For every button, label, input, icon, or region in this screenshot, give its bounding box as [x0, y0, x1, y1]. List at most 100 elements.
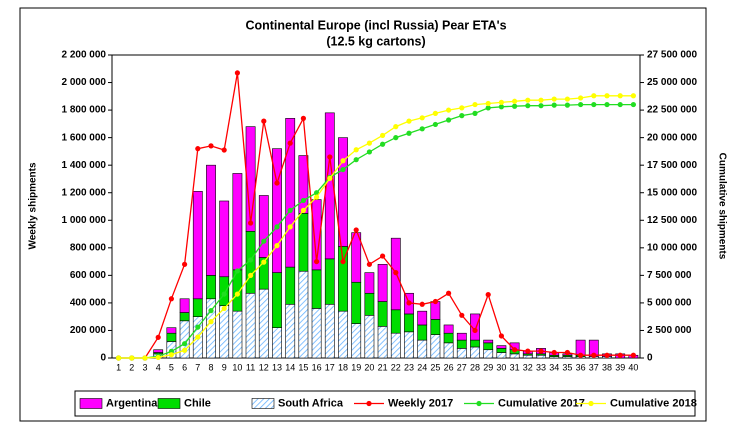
- line: [118, 103, 634, 359]
- legend-swatch: [79, 398, 103, 409]
- line-marker: [234, 268, 240, 274]
- line-marker: [564, 96, 571, 102]
- x-tick-label: 40: [628, 362, 638, 372]
- bar: [338, 246, 348, 312]
- chart-frame: [19, 7, 707, 422]
- bar: [351, 281, 362, 324]
- line-marker: [340, 166, 346, 173]
- line-marker: [591, 93, 597, 99]
- bar: [258, 195, 269, 258]
- x-tick-label: 32: [523, 362, 533, 372]
- line-marker: [617, 352, 623, 358]
- line-marker: [300, 197, 306, 204]
- y-axis-title: Weekly shipments: [28, 162, 39, 250]
- line-marker: [591, 101, 597, 108]
- x-tick-label: 37: [589, 362, 599, 372]
- line-marker: [274, 243, 280, 249]
- x-tick-label: 23: [404, 362, 414, 372]
- line-marker: [314, 258, 320, 265]
- line-marker: [248, 220, 254, 226]
- bar: [417, 324, 428, 341]
- line-marker: [551, 102, 557, 108]
- x-tick-label: 9: [222, 362, 227, 372]
- line-marker: [419, 115, 425, 121]
- line-marker: [419, 126, 425, 132]
- x-tick-label: 38: [602, 362, 612, 372]
- bar: [470, 339, 480, 348]
- line-marker: [221, 147, 227, 153]
- line-marker: [248, 272, 254, 278]
- x-tick-label: 14: [285, 362, 295, 372]
- y-tick-label: 2 200 000: [62, 50, 107, 61]
- bar: [192, 298, 203, 317]
- bar: [285, 118, 296, 268]
- line-marker: [564, 349, 571, 356]
- legend-text: Cumulative 2017: [498, 397, 585, 409]
- x-tick-label: 31: [510, 362, 520, 372]
- line-marker: [353, 157, 359, 163]
- bar: [153, 349, 164, 353]
- bar: [390, 332, 401, 359]
- line-marker: [380, 132, 386, 139]
- x-tick-label: 2: [129, 362, 134, 372]
- bar: [232, 173, 243, 271]
- line-marker: [261, 238, 267, 244]
- legend-text: Chile: [184, 397, 211, 409]
- y-tick-label: 1 600 000: [62, 132, 107, 143]
- line-marker: [511, 347, 518, 353]
- line-marker: [300, 115, 306, 121]
- line-marker: [446, 117, 452, 123]
- bar: [364, 292, 375, 316]
- bar: [443, 342, 454, 359]
- bar: [430, 301, 441, 320]
- x-tick-label: 15: [298, 362, 308, 372]
- legend-marker: [588, 400, 594, 407]
- bar: [272, 272, 282, 329]
- line-marker: [327, 175, 333, 182]
- line-marker: [406, 130, 412, 136]
- bar: [496, 352, 507, 359]
- bar: [338, 310, 348, 359]
- x-tick-label: 11: [246, 362, 255, 372]
- line-marker: [221, 305, 227, 312]
- bar: [496, 345, 507, 349]
- bar: [179, 298, 190, 313]
- bar: [483, 342, 494, 351]
- bar: [377, 264, 388, 302]
- line-marker: [208, 143, 214, 149]
- line-marker: [406, 300, 412, 306]
- line-marker: [459, 105, 465, 111]
- line-marker: [182, 347, 188, 353]
- bar: [377, 301, 388, 327]
- line-marker: [551, 349, 557, 356]
- y-tick-label: 1 000 000: [62, 215, 107, 226]
- bar: [470, 346, 480, 359]
- line: [118, 72, 634, 359]
- bar: [430, 319, 441, 335]
- x-tick-label: 26: [444, 362, 454, 372]
- x-tick-label: 24: [417, 362, 427, 372]
- line-marker: [234, 291, 240, 297]
- line-marker: [498, 333, 504, 339]
- legend-text: South Africa: [278, 397, 344, 409]
- line-marker: [340, 158, 346, 164]
- bar: [298, 270, 309, 359]
- x-tick-label: 39: [615, 362, 625, 372]
- x-tick-label: 16: [312, 362, 322, 372]
- x-tick-label: 29: [483, 362, 493, 372]
- line-marker: [142, 355, 148, 361]
- bar: [206, 164, 216, 276]
- line-marker: [591, 352, 597, 358]
- line-marker: [578, 352, 584, 358]
- y2-tick-label: 20 000 000: [647, 132, 697, 143]
- line-marker: [155, 334, 161, 340]
- line-marker: [551, 96, 557, 102]
- x-tick-label: 8: [208, 362, 213, 372]
- line-marker: [300, 207, 306, 213]
- bar: [364, 315, 375, 359]
- y-tick-label: 0: [100, 353, 106, 364]
- y2-tick-label: 27 500 000: [647, 50, 697, 61]
- line-marker: [472, 327, 478, 334]
- line-marker: [234, 70, 240, 76]
- line-marker: [617, 93, 623, 99]
